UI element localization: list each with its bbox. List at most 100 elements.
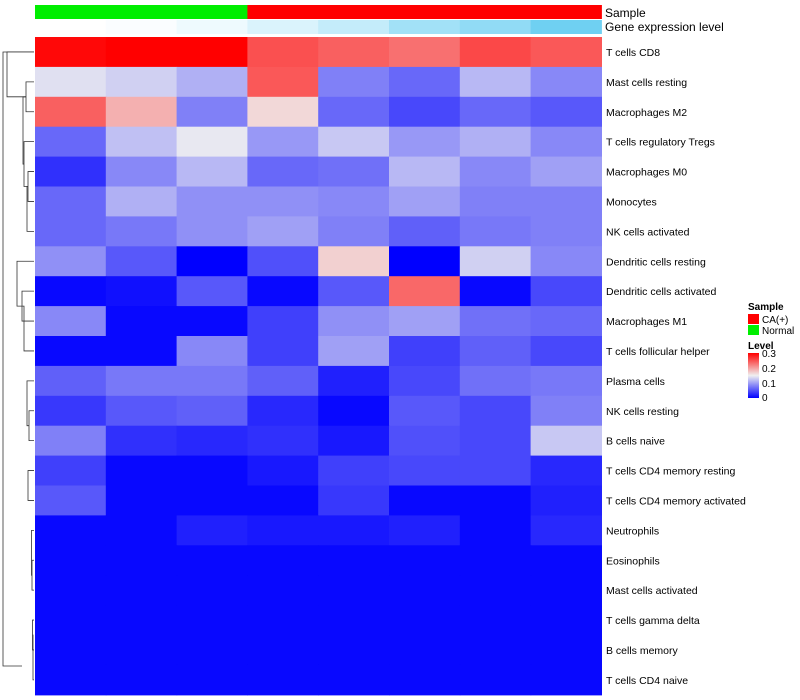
expression-annotation-cell [389, 20, 461, 34]
sample-annotation-cell [459, 5, 532, 19]
heatmap-cell [459, 365, 532, 397]
heatmap-cell [318, 455, 390, 487]
dendrogram-branch [16, 260, 34, 307]
dendrogram-branch [27, 171, 34, 202]
heatmap-cell [176, 485, 248, 516]
heatmap-cell [247, 216, 319, 247]
heatmap-cell [247, 96, 319, 128]
heatmap-cell [176, 605, 248, 636]
heatmap-cell [35, 306, 107, 337]
heatmap-cell [247, 425, 319, 457]
heatmap-cell [105, 515, 178, 546]
heatmap-cell [35, 37, 107, 68]
heatmap-cell [176, 306, 248, 337]
heatmap-cell [530, 515, 602, 546]
row-label: Eosinophils [606, 555, 660, 567]
column-annotation-bars [35, 5, 602, 34]
expression-annotation-cell [176, 20, 248, 34]
annotation-label-expression: Gene expression level [605, 20, 724, 34]
heatmap-cell [318, 664, 390, 696]
row-label: Macrophages M2 [606, 107, 687, 119]
heatmap-cell [389, 635, 461, 666]
row-label: Dendritic cells activated [606, 286, 716, 298]
heatmap-cell [530, 96, 602, 128]
heatmap-cell [176, 156, 248, 188]
heatmap-cell [530, 635, 602, 666]
heatmap-cell [247, 37, 319, 68]
heatmap-cell [318, 186, 390, 217]
heatmap-cell [176, 126, 248, 158]
heatmap-cell [459, 545, 532, 576]
sample-annotation-cell [105, 5, 178, 19]
heatmap-cell [530, 545, 602, 576]
heatmap-cell [176, 545, 248, 576]
heatmap-cell [105, 66, 178, 98]
heatmap-cell [459, 425, 532, 457]
heatmap-cell [389, 575, 461, 606]
dendrogram-root [2, 51, 22, 667]
heatmap-cell [530, 395, 602, 427]
expression-annotation-cell [459, 20, 532, 34]
heatmap-cell [247, 186, 319, 217]
heatmap-cell [318, 126, 390, 158]
row-label: Dendritic cells resting [606, 256, 706, 268]
heatmap-cell [105, 545, 178, 576]
legend-tick-0-1: 0.1 [762, 379, 776, 390]
dendrogram-branch [6, 51, 34, 98]
row-dendrogram [2, 51, 34, 681]
legend-label-ca: CA(+) [762, 315, 788, 326]
heatmap-cell [318, 96, 390, 128]
row-label: Plasma cells [606, 376, 665, 388]
dendrogram-branch [28, 410, 34, 442]
heatmap-cell [530, 156, 602, 188]
dendrogram-branch [25, 81, 34, 113]
heatmap-cell [176, 37, 248, 68]
heatmap-cell [35, 425, 107, 457]
legend-tick-0: 0 [762, 393, 768, 404]
heatmap-cell [530, 485, 602, 516]
heatmap-cell [247, 575, 319, 606]
heatmap-cell [247, 365, 319, 397]
heatmap-cell [176, 336, 248, 367]
heatmap-cell [318, 395, 390, 427]
row-label: Macrophages M0 [606, 167, 687, 179]
heatmap-cell [35, 515, 107, 546]
row-label: T cells follicular helper [606, 346, 710, 358]
heatmap-cell [459, 605, 532, 636]
heatmap-cell [105, 365, 178, 397]
heatmap-cell [105, 186, 178, 217]
dendrogram-branch [27, 470, 34, 501]
heatmap-cell [35, 664, 107, 696]
heatmap-cell [389, 485, 461, 516]
annotation-label-sample: Sample [605, 6, 646, 20]
expression-annotation-cell [318, 20, 390, 34]
heatmap-cell [459, 395, 532, 427]
heatmap-cell [530, 575, 602, 606]
heatmap-cell [459, 246, 532, 277]
heatmap-cell [530, 186, 602, 217]
row-label: T cells gamma delta [606, 615, 700, 627]
heatmap-cell [35, 246, 107, 277]
heatmap-cell [389, 66, 461, 98]
heatmap-cell [459, 664, 532, 696]
heatmap-cell [530, 664, 602, 696]
heatmap-cell [459, 575, 532, 606]
heatmap-cell [459, 156, 532, 188]
heatmap-cell [35, 455, 107, 487]
heatmap-cell [389, 455, 461, 487]
heatmap-cell [176, 186, 248, 217]
annotation-labels: Sample Gene expression level [605, 6, 724, 34]
heatmap-cell [35, 365, 107, 397]
heatmap-cell [247, 664, 319, 696]
sample-annotation-cell [318, 5, 390, 19]
row-label: T cells CD4 memory resting [606, 466, 735, 478]
heatmap-cell [176, 575, 248, 606]
heatmap-cell [176, 515, 248, 546]
heatmap-cell [247, 66, 319, 98]
heatmap-cell [105, 306, 178, 337]
dendrogram-branch [31, 529, 34, 576]
heatmap-cell [176, 66, 248, 98]
heatmap-cell [176, 425, 248, 457]
heatmap-cell [247, 126, 319, 158]
heatmap-cell [318, 276, 390, 307]
